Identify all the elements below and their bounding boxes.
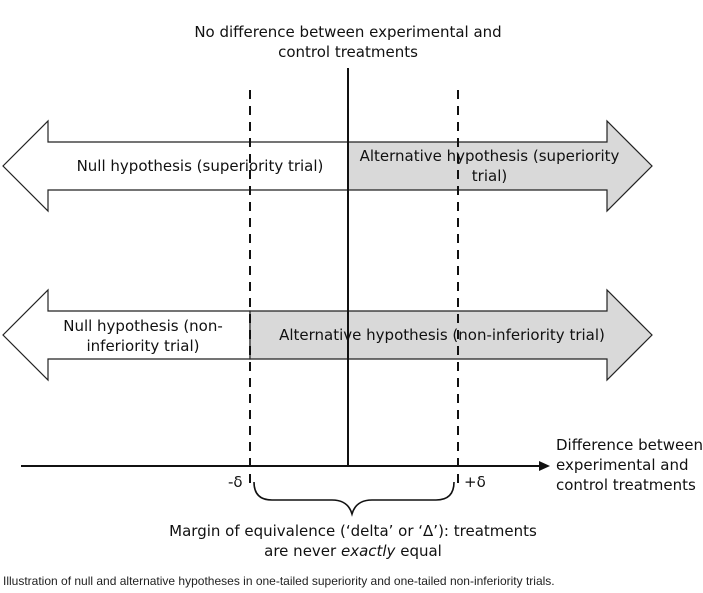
- superiority-arrow: [2, 119, 653, 213]
- margin-label-line1: Margin of equivalence (‘delta’ or ‘Δ’): …: [169, 522, 537, 540]
- margin-label-line2-pre: are never: [264, 542, 341, 560]
- no-difference-label: No difference between experimental and c…: [148, 22, 548, 62]
- non-inferiority-null-label-line1: Null hypothesis (non-: [63, 317, 223, 335]
- superiority-null-label: Null hypothesis (superiority trial): [76, 157, 324, 175]
- non-inferiority-alt-region: [249, 288, 653, 382]
- no-difference-label-line2: control treatments: [278, 43, 418, 61]
- no-difference-label-line1: No difference between experimental and: [194, 23, 502, 41]
- axis-label-line1: Difference between: [556, 436, 703, 454]
- superiority-alt-label: Alternative hypothesis (superiority tria…: [352, 146, 627, 186]
- axis-label-line3: control treatments: [556, 476, 696, 494]
- plus-delta-label: +δ: [464, 473, 486, 491]
- non-inferiority-alt-label: Alternative hypothesis (non-inferiority …: [279, 326, 605, 344]
- margin-label-line2-emphasis: exactly: [340, 542, 396, 560]
- non-inferiority-null-label: Null hypothesis (non- inferiority trial): [40, 316, 246, 356]
- axis-label: Difference between experimental and cont…: [556, 435, 703, 495]
- figure-caption: Illustration of null and alternative hyp…: [3, 574, 555, 588]
- superiority-alt-label-line2: trial): [471, 167, 508, 185]
- axis-label-line2: experimental and: [556, 456, 689, 474]
- non-inferiority-null-label-line2: inferiority trial): [86, 337, 200, 355]
- margin-label-line2-post: equal: [395, 542, 442, 560]
- margin-brace: [253, 481, 455, 517]
- superiority-null-region: [2, 119, 349, 213]
- minus-delta-label: -δ: [228, 473, 243, 491]
- margin-label: Margin of equivalence (‘delta’ or ‘Δ’): …: [148, 521, 558, 561]
- superiority-alt-region: [347, 119, 653, 213]
- non-inferiority-arrow: [2, 288, 653, 382]
- margin-label-line2: are never exactly equal: [148, 541, 558, 561]
- superiority-alt-label-line1: Alternative hypothesis (superiority: [359, 147, 620, 165]
- difference-axis-arrowhead: [539, 461, 550, 471]
- non-inferiority-null-region: [2, 288, 251, 382]
